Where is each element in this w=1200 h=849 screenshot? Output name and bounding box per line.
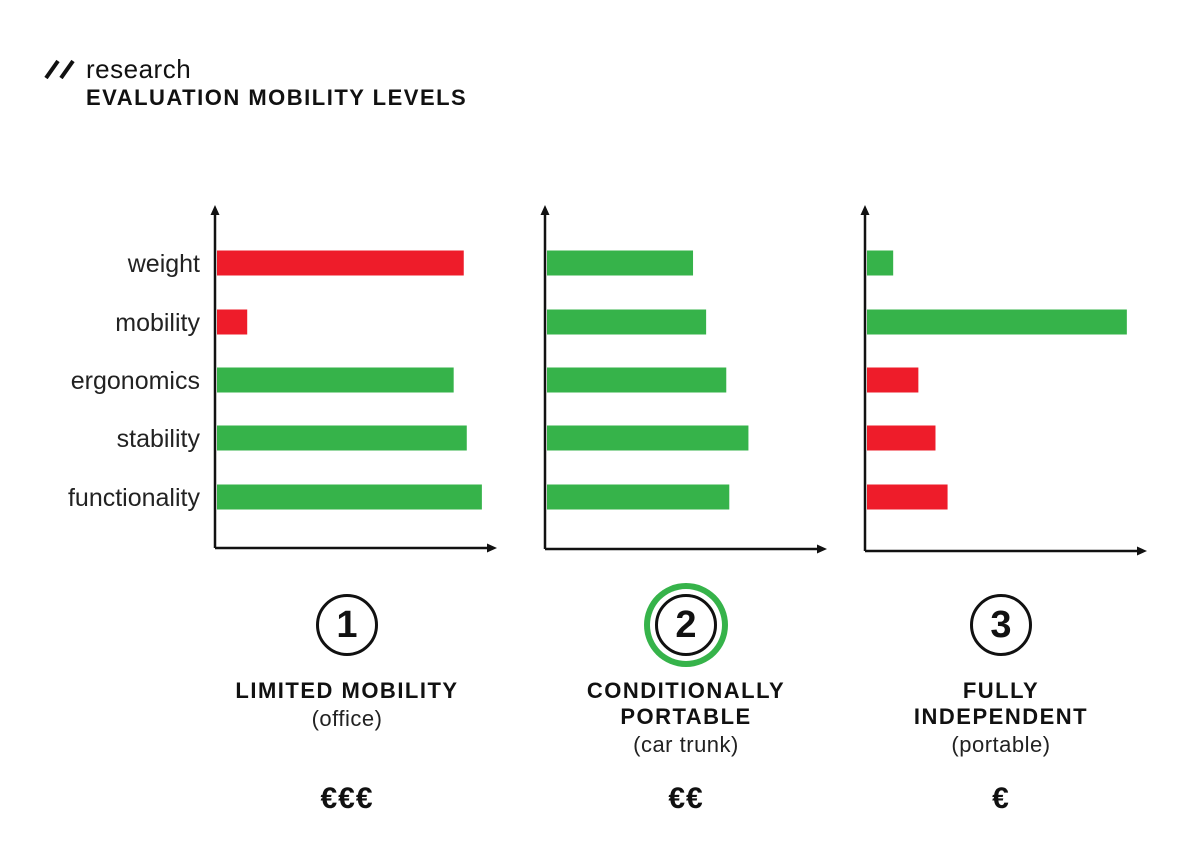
y-axis-arrow-3 (860, 205, 870, 215)
bar-mobility-chart-3 (867, 309, 1127, 335)
level-title-line: INDEPENDENT (913, 704, 1089, 729)
level-card-3: 3 FULLY INDEPENDENT (portable) € (851, 594, 1151, 816)
level-title-line: CONDITIONALLY (586, 678, 786, 703)
y-axis-arrow-2 (540, 205, 550, 215)
level-number-badge: 1 (316, 594, 378, 656)
page-header: research EVALUATION MOBILITY LEVELS (44, 55, 467, 111)
bar-ergonomics-chart-2 (547, 367, 727, 393)
level-price: €€ (668, 782, 704, 815)
level-card-1: 1 LIMITED MOBILITY (office) €€€ (197, 594, 497, 816)
level-title-line: LIMITED MOBILITY (235, 678, 459, 703)
level-title: FULLY INDEPENDENT (851, 678, 1151, 730)
x-axis-arrow-3 (1137, 546, 1147, 556)
level-title-line: FULLY (962, 678, 1040, 703)
bar-functionality-chart-2 (547, 484, 730, 510)
level-price: €€€ (320, 782, 374, 815)
category-label-functionality: functionality (68, 484, 201, 512)
kicker: research (44, 55, 467, 83)
level-title: LIMITED MOBILITY (197, 678, 497, 704)
bar-ergonomics-chart-1 (217, 367, 454, 393)
page-title: EVALUATION MOBILITY LEVELS (86, 85, 468, 110)
level-title-line: PORTABLE (620, 704, 752, 729)
level-subtitle: (car trunk) (633, 732, 739, 757)
bar-weight-chart-1 (217, 250, 464, 276)
level-number-badge: 2 (655, 594, 717, 656)
level-card-2: 2 CONDITIONALLY PORTABLE (car trunk) €€ (536, 594, 836, 816)
x-axis-arrow-1 (487, 543, 497, 553)
category-label-stability: stability (117, 425, 201, 453)
category-label-ergonomics: ergonomics (71, 367, 200, 395)
bar-stability-chart-1 (217, 425, 467, 451)
bar-functionality-chart-3 (867, 484, 948, 510)
bar-stability-chart-3 (867, 425, 936, 451)
x-axis-arrow-2 (817, 544, 827, 554)
level-subtitle: (portable) (951, 732, 1051, 757)
bar-ergonomics-chart-3 (867, 367, 919, 393)
level-number-badge: 3 (970, 594, 1032, 656)
bar-weight-chart-2 (547, 250, 694, 276)
kicker-text: research (86, 54, 192, 84)
bar-weight-chart-3 (867, 250, 894, 276)
category-label-weight: weight (127, 250, 200, 278)
bar-mobility-chart-2 (547, 309, 707, 335)
level-price: € (992, 782, 1010, 815)
level-title: CONDITIONALLY PORTABLE (536, 678, 836, 730)
bar-stability-chart-2 (547, 425, 749, 451)
y-axis-arrow-1 (210, 205, 220, 215)
bar-mobility-chart-1 (217, 309, 248, 335)
double-slash-icon (44, 59, 75, 79)
bar-functionality-chart-1 (217, 484, 482, 510)
category-label-mobility: mobility (115, 309, 200, 337)
level-subtitle: (office) (311, 706, 383, 731)
